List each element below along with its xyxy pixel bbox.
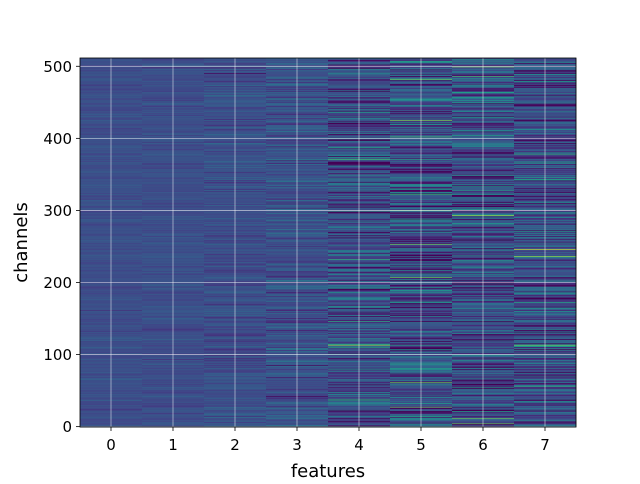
x-tick-label: 3 xyxy=(292,436,302,454)
y-axis-ticks: 0 100 200 300 400 500 xyxy=(43,58,80,436)
y-axis-label: channels xyxy=(11,202,32,283)
x-tick-label: 0 xyxy=(106,436,116,454)
x-tick-label: 1 xyxy=(168,436,178,454)
y-tick-label: 500 xyxy=(43,58,72,76)
y-tick-label: 100 xyxy=(43,346,72,364)
y-tick-label: 300 xyxy=(43,202,72,220)
grid-lines xyxy=(80,58,576,428)
y-tick-label: 0 xyxy=(62,418,72,436)
x-axis-label: features xyxy=(291,461,365,480)
x-tick-label: 7 xyxy=(540,436,550,454)
x-tick-label: 5 xyxy=(416,436,426,454)
y-tick-label: 400 xyxy=(43,130,72,148)
plot-frame xyxy=(79,57,577,428)
x-axis-ticks: 0 1 2 3 4 5 6 7 xyxy=(106,427,550,454)
x-tick-label: 2 xyxy=(230,436,240,454)
x-tick-label: 6 xyxy=(478,436,488,454)
y-tick-label: 200 xyxy=(43,274,72,292)
x-tick-label: 4 xyxy=(354,436,364,454)
heatmap-cells xyxy=(80,58,577,428)
